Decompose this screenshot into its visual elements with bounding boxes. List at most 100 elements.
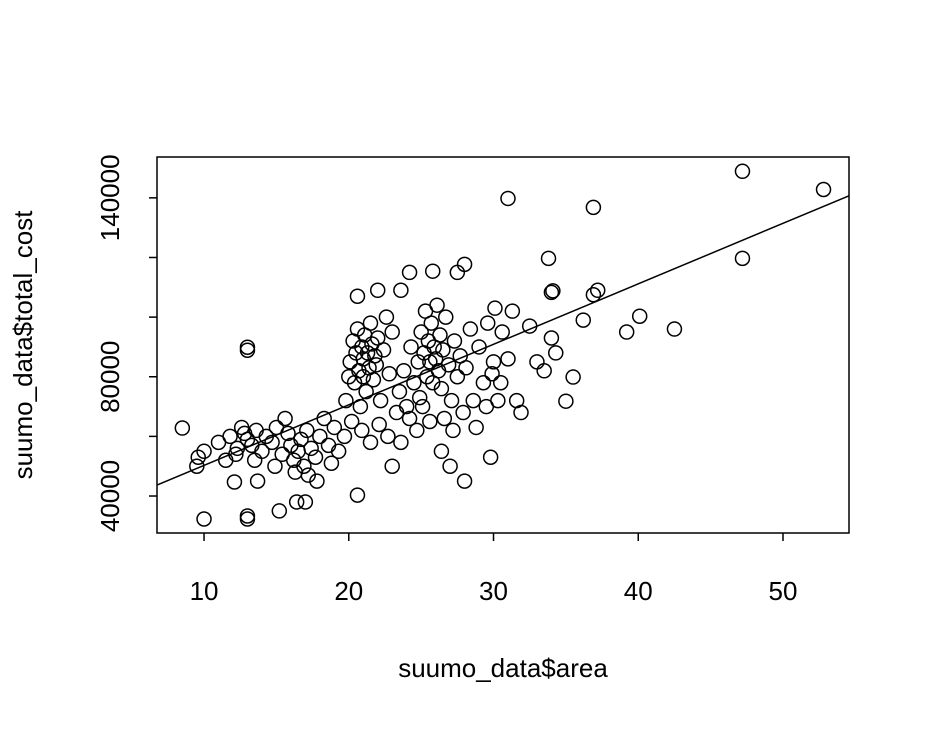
point	[196, 443, 212, 460]
point	[409, 422, 425, 439]
point	[424, 263, 441, 279]
point	[239, 342, 256, 358]
point	[349, 487, 366, 503]
point	[565, 369, 581, 385]
point	[631, 308, 648, 324]
point	[734, 250, 751, 267]
point	[381, 366, 398, 382]
point	[267, 458, 283, 474]
point	[455, 404, 471, 421]
point	[338, 392, 354, 409]
point	[487, 300, 503, 316]
point	[446, 333, 463, 349]
point	[398, 398, 415, 415]
point	[239, 339, 256, 355]
point	[249, 473, 266, 489]
point	[303, 440, 319, 457]
point	[435, 342, 451, 358]
point	[384, 458, 400, 474]
point	[433, 443, 450, 460]
point	[401, 410, 418, 427]
point	[548, 345, 564, 361]
point	[575, 312, 592, 328]
point	[443, 392, 460, 409]
point	[388, 404, 405, 421]
point	[734, 163, 751, 180]
point	[362, 434, 379, 451]
point	[815, 181, 832, 198]
point	[393, 434, 409, 451]
point	[468, 419, 484, 436]
point	[414, 398, 431, 415]
point	[349, 288, 366, 304]
point	[484, 366, 500, 382]
point	[462, 321, 479, 337]
point	[307, 449, 324, 466]
point	[585, 287, 602, 303]
regression-line	[156, 195, 850, 486]
point	[500, 190, 516, 207]
point	[449, 369, 466, 385]
point	[277, 410, 293, 427]
point	[445, 422, 461, 439]
point	[380, 428, 396, 445]
point	[401, 264, 418, 281]
point	[320, 437, 337, 454]
point	[493, 374, 509, 391]
point	[513, 404, 529, 421]
point	[456, 256, 473, 273]
point	[299, 422, 315, 439]
point	[309, 473, 325, 489]
point	[300, 467, 317, 483]
point	[312, 428, 328, 445]
point	[341, 369, 357, 385]
point	[529, 354, 545, 370]
point	[336, 428, 353, 445]
point	[618, 324, 635, 340]
point	[196, 511, 212, 527]
point	[362, 315, 379, 331]
point	[222, 428, 238, 445]
point	[423, 315, 440, 331]
x-tick-label: 20	[334, 576, 363, 606]
point	[479, 315, 496, 331]
point	[396, 363, 412, 379]
point	[410, 354, 427, 370]
x-tick-label: 30	[479, 576, 508, 606]
point	[433, 380, 450, 397]
point	[246, 452, 263, 468]
point	[378, 309, 395, 325]
point	[666, 321, 683, 337]
plot-box	[156, 156, 850, 534]
point	[359, 345, 376, 361]
point	[545, 283, 561, 299]
point	[384, 324, 400, 340]
point	[369, 282, 386, 299]
point	[440, 357, 457, 373]
point	[558, 393, 574, 409]
point	[458, 360, 474, 376]
point	[391, 383, 408, 400]
point	[218, 452, 234, 468]
point	[478, 398, 495, 415]
point	[372, 392, 389, 409]
y-tick-label: 40000	[95, 460, 125, 532]
point	[190, 449, 207, 466]
point	[429, 297, 445, 313]
point	[543, 330, 560, 346]
point	[358, 383, 374, 400]
y-tick-label: 80000	[95, 341, 125, 413]
point	[494, 324, 510, 340]
point	[226, 474, 243, 490]
x-tick-label: 40	[624, 576, 653, 606]
point	[367, 348, 383, 364]
point	[323, 455, 340, 471]
y-axis-label: suumo_data$total_cost	[8, 210, 38, 480]
point	[504, 303, 521, 319]
point	[296, 458, 312, 474]
point	[482, 449, 499, 466]
point	[422, 413, 438, 430]
point	[239, 508, 256, 524]
point	[403, 339, 419, 355]
